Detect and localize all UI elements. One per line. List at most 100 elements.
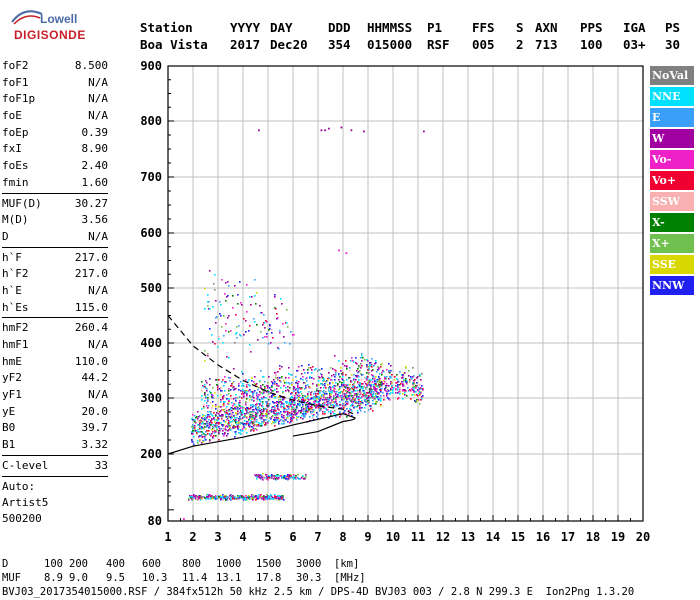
data-point bbox=[302, 404, 304, 406]
data-point bbox=[319, 404, 321, 406]
data-point bbox=[345, 413, 347, 415]
data-point bbox=[374, 397, 376, 399]
data-point bbox=[289, 403, 291, 405]
legend-item: X- bbox=[650, 213, 694, 232]
data-point bbox=[370, 385, 372, 387]
data-point bbox=[385, 387, 387, 389]
data-point bbox=[230, 495, 232, 497]
data-point bbox=[332, 404, 334, 406]
header-cell: 100 bbox=[580, 37, 603, 52]
data-point bbox=[258, 425, 260, 427]
data-point bbox=[288, 377, 290, 379]
data-point bbox=[259, 410, 261, 412]
data-point bbox=[260, 387, 262, 389]
data-point bbox=[239, 496, 241, 498]
data-point bbox=[332, 368, 334, 370]
data-point bbox=[345, 397, 347, 399]
data-point bbox=[335, 401, 337, 403]
data-point bbox=[266, 474, 268, 476]
data-point bbox=[275, 479, 277, 481]
data-point bbox=[308, 386, 310, 388]
data-point bbox=[221, 409, 223, 411]
data-point bbox=[229, 377, 231, 379]
data-point bbox=[269, 324, 271, 326]
data-point bbox=[369, 391, 371, 393]
data-point bbox=[197, 420, 199, 422]
data-point bbox=[280, 475, 282, 477]
data-point bbox=[293, 388, 295, 390]
data-point bbox=[385, 378, 387, 380]
data-point bbox=[283, 406, 285, 408]
data-point bbox=[220, 498, 222, 500]
data-point bbox=[280, 419, 282, 421]
data-point bbox=[370, 408, 372, 410]
data-point bbox=[249, 399, 251, 401]
data-point bbox=[395, 389, 397, 391]
data-point bbox=[335, 394, 337, 396]
data-point bbox=[362, 388, 364, 390]
data-point bbox=[290, 421, 292, 423]
data-point bbox=[192, 425, 194, 427]
data-point bbox=[288, 373, 290, 375]
data-point bbox=[223, 428, 225, 430]
data-point bbox=[334, 355, 336, 357]
data-point bbox=[256, 403, 258, 405]
data-point bbox=[381, 384, 383, 386]
data-point bbox=[213, 497, 215, 499]
data-point bbox=[287, 411, 289, 413]
data-point bbox=[262, 496, 264, 498]
param-row: foF2 8.500 bbox=[2, 58, 108, 75]
header-cell: 005 bbox=[472, 37, 495, 52]
data-point bbox=[246, 416, 248, 418]
param-row: foE N/A bbox=[2, 108, 108, 125]
data-point bbox=[318, 390, 320, 392]
data-point bbox=[238, 385, 240, 387]
data-point bbox=[224, 497, 226, 499]
data-point bbox=[212, 341, 214, 343]
data-point bbox=[349, 408, 351, 410]
data-point bbox=[292, 397, 294, 399]
data-point bbox=[253, 423, 255, 425]
data-point bbox=[199, 496, 201, 498]
data-point bbox=[370, 406, 372, 408]
data-point bbox=[222, 379, 224, 381]
data-point bbox=[264, 419, 266, 421]
data-point bbox=[263, 322, 265, 324]
data-point bbox=[383, 380, 385, 382]
data-point bbox=[195, 422, 197, 424]
data-point bbox=[255, 407, 257, 409]
data-point bbox=[272, 390, 274, 392]
data-point bbox=[295, 393, 297, 395]
data-point bbox=[419, 391, 421, 393]
data-point bbox=[233, 398, 235, 400]
data-point bbox=[375, 362, 377, 364]
data-point bbox=[295, 411, 297, 413]
data-point bbox=[246, 384, 248, 386]
logo-line2: DIGISONDE bbox=[14, 28, 86, 42]
data-point bbox=[412, 389, 414, 391]
data-point bbox=[266, 409, 268, 411]
data-point bbox=[269, 387, 271, 389]
data-point bbox=[405, 366, 407, 368]
data-point bbox=[342, 363, 344, 365]
data-point bbox=[413, 388, 415, 390]
data-point bbox=[353, 390, 355, 392]
data-point bbox=[212, 497, 214, 499]
data-point bbox=[264, 397, 266, 399]
data-point bbox=[247, 412, 249, 414]
data-point bbox=[255, 475, 257, 477]
data-point bbox=[386, 376, 388, 378]
data-point bbox=[364, 393, 366, 395]
param-name: fmin bbox=[2, 175, 29, 189]
data-point bbox=[290, 405, 292, 407]
data-point bbox=[278, 421, 280, 423]
data-point bbox=[270, 475, 272, 477]
data-point bbox=[382, 383, 384, 385]
data-point bbox=[372, 397, 374, 399]
data-point bbox=[201, 390, 203, 392]
data-point bbox=[296, 407, 298, 409]
data-point bbox=[225, 412, 227, 414]
data-point bbox=[408, 370, 410, 372]
data-point bbox=[270, 494, 272, 496]
data-point bbox=[269, 498, 271, 500]
